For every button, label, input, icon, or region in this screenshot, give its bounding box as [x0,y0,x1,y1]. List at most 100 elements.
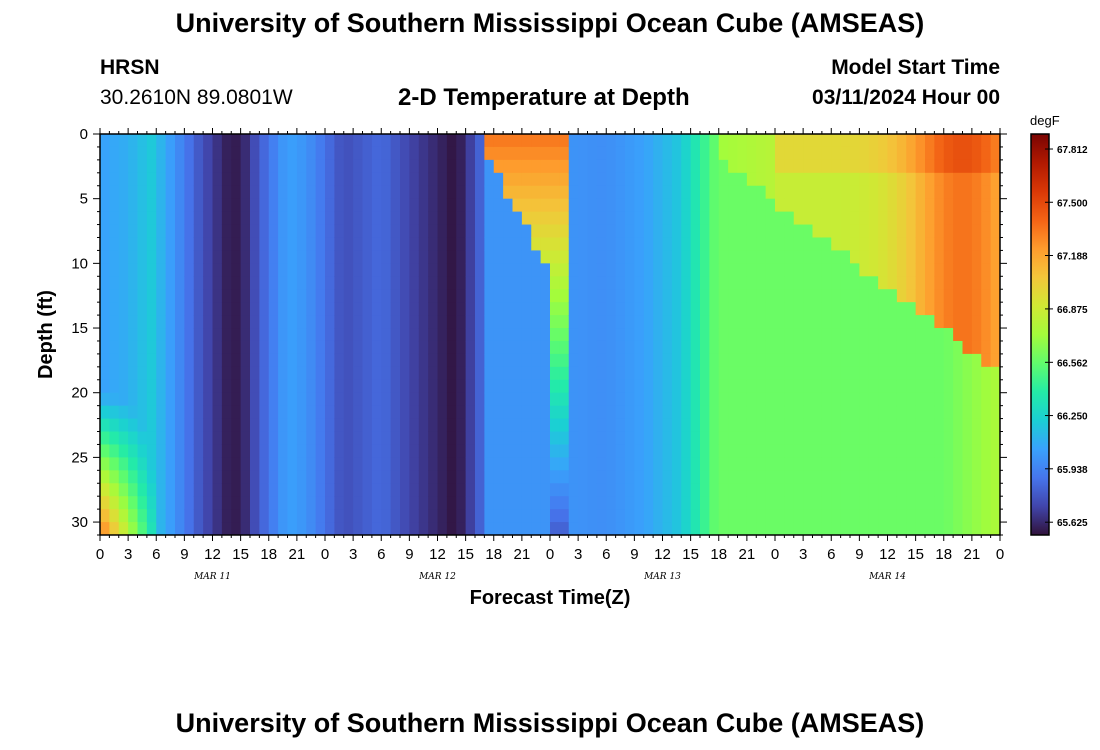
heatmap-cell [953,457,964,471]
heatmap-cell [512,483,523,497]
heatmap-cell [859,509,870,523]
heatmap-cell [643,509,654,523]
heatmap-cell [128,263,139,277]
heatmap-cell [850,353,860,368]
heatmap-cell [634,134,645,148]
heatmap-cell [156,172,167,187]
heatmap-cell [859,392,870,407]
heatmap-cell [296,198,307,213]
heatmap-cell [681,379,692,394]
heatmap-cell [109,328,120,342]
heatmap-cell [475,185,485,200]
heatmap-cell [409,146,420,161]
heatmap-cell [353,134,364,148]
heatmap-cell [990,263,1001,277]
heatmap-cell [793,405,804,420]
heatmap-cell [446,509,457,523]
heatmap-cell [859,470,870,484]
heatmap-cell [915,379,926,394]
heatmap-cell [653,405,664,420]
heatmap-cell [709,379,720,394]
heatmap-cell [634,146,645,161]
heatmap-cell [325,509,335,523]
heatmap-cell [784,198,795,213]
heatmap-cell [296,134,307,148]
heatmap-cell [578,146,589,161]
heatmap-cell [596,418,607,433]
heatmap-cell [109,302,120,316]
heatmap-cell [146,185,157,200]
heatmap-cell [231,328,242,342]
heatmap-cell [137,496,148,510]
heatmap-cell [671,418,682,433]
heatmap-cell [221,496,232,510]
heatmap-cell [137,405,148,420]
heatmap-cell [259,340,270,355]
heatmap-cell [278,483,289,497]
heatmap-cell [718,353,729,368]
heatmap-cell [784,418,795,433]
heatmap-cell [981,198,992,213]
x-tick-label: 15 [907,546,924,563]
heatmap-cell [737,289,748,303]
heatmap-cell [531,379,542,394]
heatmap-cell [531,263,542,277]
heatmap-cell [362,470,373,484]
heatmap-cell [137,211,148,226]
heatmap-cell [681,289,692,303]
heatmap-cell [737,237,748,251]
heatmap-cell [446,483,457,497]
heatmap-cell [887,185,898,200]
heatmap-cell [212,198,223,213]
x-tick-label: 3 [799,546,807,563]
heatmap-cell [437,444,448,458]
heatmap-cell [334,405,345,420]
heatmap-cell [156,470,167,484]
heatmap-cell [718,470,729,484]
heatmap-cell [550,405,560,420]
heatmap-cell [709,315,720,329]
heatmap-cell [962,315,973,329]
heatmap-cell [756,496,767,510]
footer-title: University of Southern Mississippi Ocean… [175,708,925,738]
heatmap-cell [925,496,935,510]
heatmap-cell [850,457,860,471]
heatmap-cell [512,392,523,407]
heatmap-cell [784,340,795,355]
heatmap-cell [146,289,157,303]
heatmap-cell [512,444,523,458]
heatmap-cell [746,522,757,536]
heatmap-cell [240,418,251,433]
heatmap-cell [981,276,992,290]
heatmap-cell [709,522,720,536]
station-coordinates: 30.2610N 89.0801W [100,86,293,109]
heatmap-cell [887,250,898,264]
heatmap-cell [671,224,682,238]
heatmap-cell [446,159,457,174]
heatmap-cell [193,237,204,251]
heatmap-cell [671,302,682,316]
heatmap-cell [756,276,767,290]
heatmap-cell [437,289,448,303]
heatmap-cell [503,302,514,316]
heatmap-cell [306,237,317,251]
heatmap-cell [400,457,410,471]
heatmap-cell [137,470,148,484]
heatmap-cell [306,405,317,420]
heatmap-cell [353,159,364,174]
heatmap-cell [906,134,917,148]
heatmap-cell [934,211,945,226]
heatmap-cell [887,431,898,445]
heatmap-cell [325,237,335,251]
heatmap-cell [428,379,439,394]
heatmap-cell [221,483,232,497]
heatmap-cell [625,418,635,433]
heatmap-cell [821,237,832,251]
heatmap-cell [296,250,307,264]
heatmap-cell [362,185,373,200]
heatmap-cell [596,328,607,342]
heatmap-cell [362,224,373,238]
heatmap-cell [268,211,279,226]
heatmap-cell [400,470,410,484]
heatmap-cell [587,237,598,251]
